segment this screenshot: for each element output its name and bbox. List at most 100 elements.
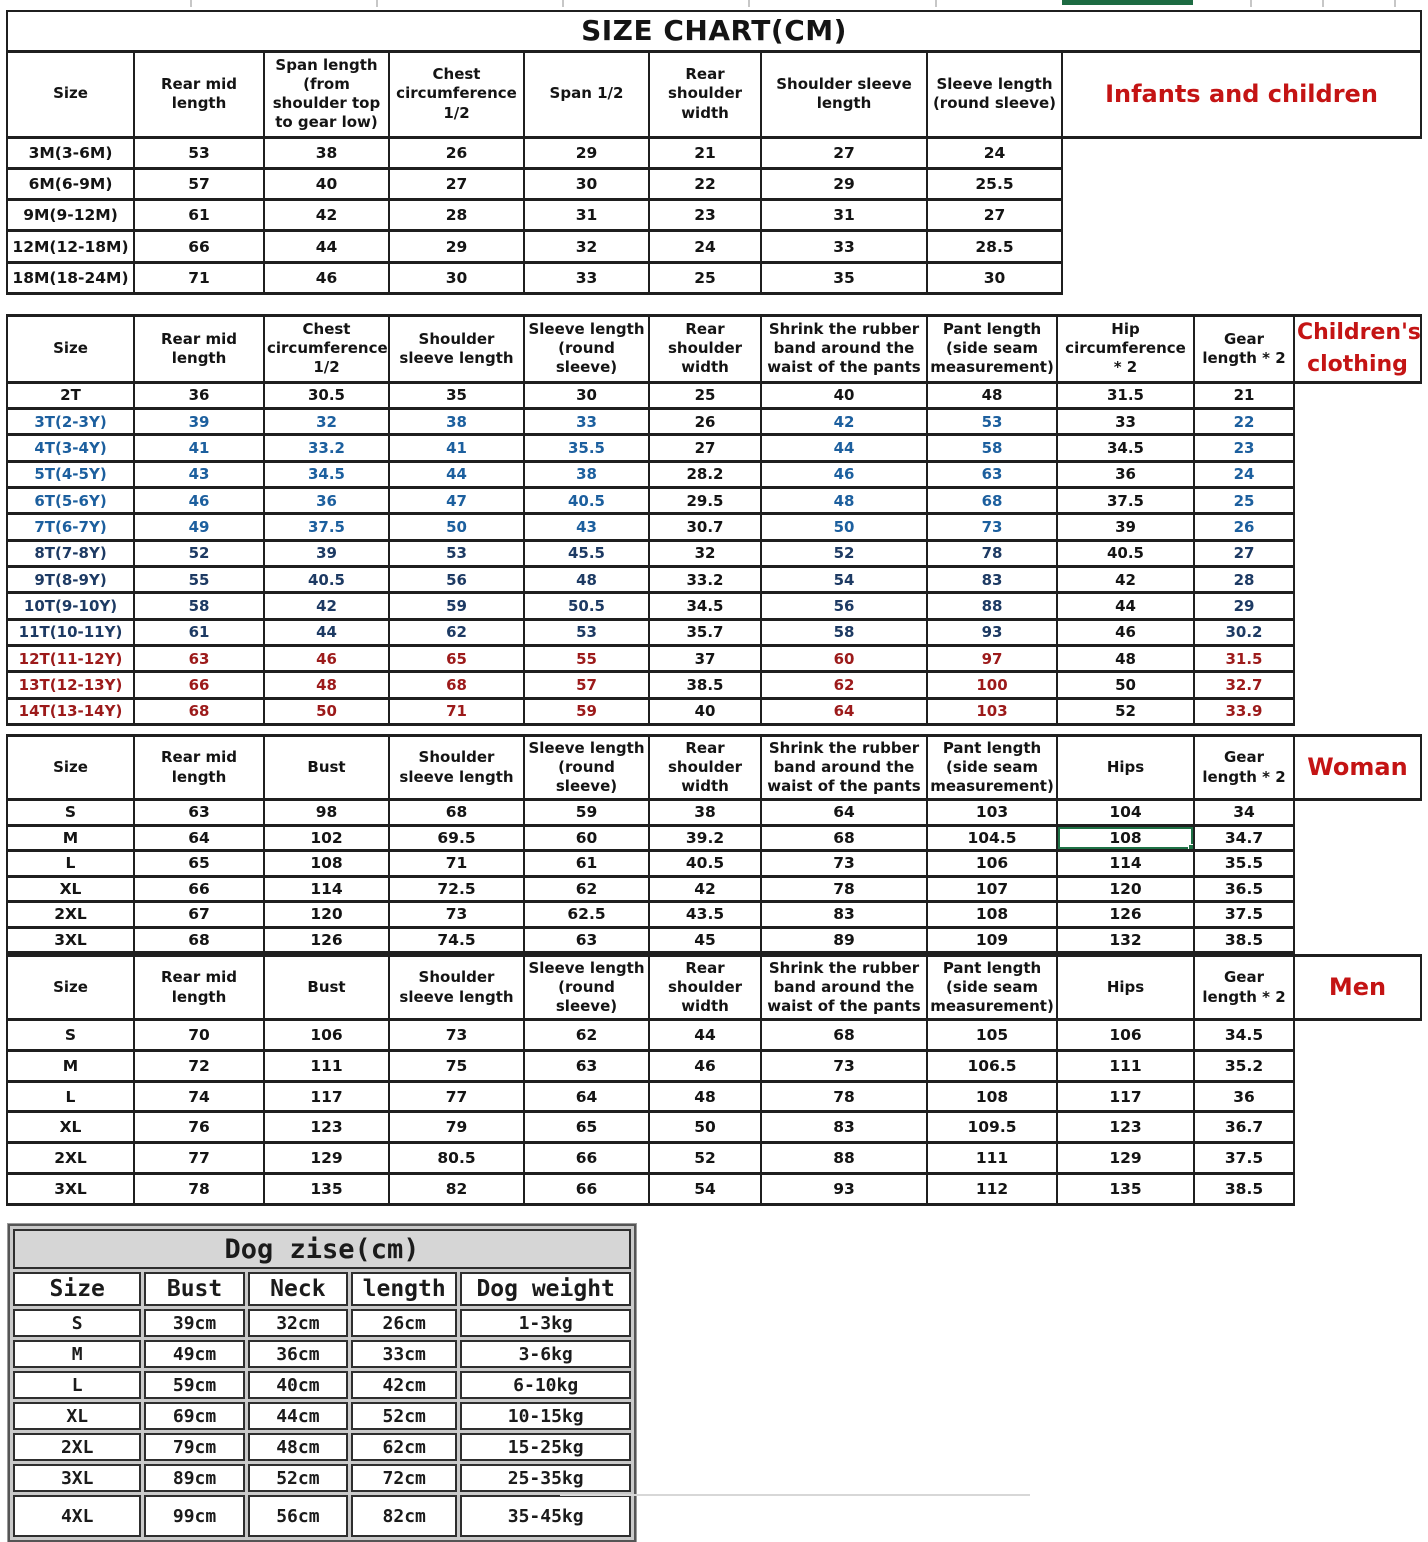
gridline-tick bbox=[935, 0, 937, 7]
value-cell: 59 bbox=[523, 798, 650, 827]
value-cell: 35.5 bbox=[1193, 849, 1295, 878]
value-cell: 78 bbox=[760, 874, 928, 903]
column-header: Size bbox=[6, 49, 135, 139]
value-cell: 25 bbox=[648, 260, 762, 296]
value-cell: 64 bbox=[760, 798, 928, 827]
value-cell: 42cm bbox=[351, 1371, 458, 1399]
value-cell: 21 bbox=[648, 135, 762, 170]
size-cell: 3XL bbox=[13, 1464, 142, 1492]
value-cell: 102 bbox=[263, 823, 390, 852]
value-cell: 61 bbox=[523, 849, 650, 878]
value-cell: 108 bbox=[926, 1079, 1058, 1114]
value-cell: 38.5 bbox=[1193, 1172, 1295, 1206]
value-cell: 132 bbox=[1056, 925, 1195, 954]
value-cell: 28 bbox=[388, 198, 525, 233]
value-cell: 57 bbox=[133, 166, 265, 202]
value-cell: 27 bbox=[1193, 538, 1295, 568]
category-label-children: Children's clothing bbox=[1293, 314, 1422, 384]
value-cell: 106.5 bbox=[926, 1048, 1058, 1083]
value-cell: 27 bbox=[388, 166, 525, 202]
value-cell: 21 bbox=[1193, 380, 1295, 411]
value-cell: 108 bbox=[1056, 823, 1195, 852]
value-cell: 68 bbox=[133, 696, 265, 727]
value-cell: 59 bbox=[388, 591, 525, 621]
infants-table-title: SIZE CHART(CM) bbox=[6, 10, 1422, 53]
size-cell: 5T(4-5Y) bbox=[6, 459, 135, 490]
size-cell: S bbox=[6, 798, 135, 827]
value-cell: 35-45kg bbox=[460, 1495, 631, 1537]
column-header: Size bbox=[6, 314, 135, 384]
column-header: Gear length * 2 bbox=[1193, 954, 1295, 1021]
value-cell: 36.5 bbox=[1193, 874, 1295, 903]
column-header: Gear length * 2 bbox=[1193, 734, 1295, 801]
column-header: Sleeve length (round sleeve) bbox=[523, 954, 650, 1021]
value-cell: 44 bbox=[760, 433, 928, 463]
value-cell: 52 bbox=[1056, 696, 1195, 727]
value-cell: 29 bbox=[760, 166, 928, 202]
size-cell: 9M(9-12M) bbox=[6, 198, 135, 233]
size-cell: 2T bbox=[6, 380, 135, 411]
value-cell: 82cm bbox=[351, 1495, 458, 1537]
value-cell: 44 bbox=[1056, 591, 1195, 621]
value-cell: 3-6kg bbox=[460, 1340, 631, 1368]
value-cell: 35 bbox=[760, 260, 928, 296]
value-cell: 29 bbox=[1193, 591, 1295, 621]
size-cell: M bbox=[6, 823, 135, 852]
value-cell: 33 bbox=[523, 260, 650, 296]
value-cell: 105 bbox=[926, 1018, 1058, 1052]
value-cell: 67 bbox=[133, 900, 265, 929]
value-cell: 56 bbox=[760, 591, 928, 621]
value-cell: 43 bbox=[523, 512, 650, 542]
value-cell: 62 bbox=[760, 670, 928, 700]
value-cell: 37.5 bbox=[263, 512, 390, 542]
column-header: Sleeve length (round sleeve) bbox=[523, 734, 650, 801]
value-cell: 135 bbox=[263, 1172, 390, 1206]
size-cell: 7T(6-7Y) bbox=[6, 512, 135, 542]
dog-table-title: Dog zise(cm) bbox=[13, 1229, 631, 1269]
value-cell: 117 bbox=[1056, 1079, 1195, 1114]
value-cell: 62 bbox=[523, 874, 650, 903]
value-cell: 33cm bbox=[351, 1340, 458, 1368]
value-cell: 27 bbox=[760, 135, 928, 170]
value-cell: 34.5 bbox=[263, 459, 390, 490]
size-cell: 4XL bbox=[13, 1495, 142, 1537]
men-size-table: Size Rear mid length Bust Shoulder sleeve l… bbox=[6, 954, 1422, 1206]
value-cell: 22 bbox=[1193, 407, 1295, 437]
value-cell: 88 bbox=[760, 1141, 928, 1176]
value-cell: 41 bbox=[388, 433, 525, 463]
value-cell: 40.5 bbox=[1056, 538, 1195, 568]
value-cell: 60 bbox=[760, 643, 928, 674]
column-header: Rear mid length bbox=[133, 734, 265, 801]
value-cell: 89 bbox=[760, 925, 928, 954]
value-cell: 68 bbox=[388, 670, 525, 700]
size-chart-sheet: SIZE CHART(CM) Size Rear mid length Span le… bbox=[6, 0, 1422, 1542]
value-cell: 50 bbox=[648, 1110, 762, 1145]
value-cell: 50.5 bbox=[523, 591, 650, 621]
value-cell: 107 bbox=[926, 874, 1058, 903]
value-cell: 44 bbox=[388, 459, 525, 490]
value-cell: 83 bbox=[760, 900, 928, 929]
size-cell: 8T(7-8Y) bbox=[6, 538, 135, 568]
value-cell: 31.5 bbox=[1056, 380, 1195, 411]
value-cell: 25-35kg bbox=[460, 1464, 631, 1492]
column-header: Rear shoulder width bbox=[648, 954, 762, 1021]
value-cell: 77 bbox=[388, 1079, 525, 1114]
size-cell: S bbox=[6, 1018, 135, 1052]
value-cell: 43.5 bbox=[648, 900, 762, 929]
value-cell: 106 bbox=[926, 849, 1058, 878]
column-header: length bbox=[351, 1272, 458, 1306]
value-cell: 73 bbox=[926, 512, 1058, 542]
value-cell: 29 bbox=[388, 229, 525, 264]
value-cell: 31 bbox=[760, 198, 928, 233]
value-cell: 39 bbox=[133, 407, 265, 437]
value-cell: 52cm bbox=[351, 1402, 458, 1430]
value-cell: 36 bbox=[1056, 459, 1195, 490]
value-cell: 24 bbox=[926, 135, 1063, 170]
value-cell: 42 bbox=[1056, 564, 1195, 595]
value-cell: 26 bbox=[388, 135, 525, 170]
column-header: Chest circumference 1/2 bbox=[263, 314, 390, 384]
value-cell: 59cm bbox=[144, 1371, 245, 1399]
value-cell: 42 bbox=[760, 407, 928, 437]
value-cell: 66 bbox=[523, 1141, 650, 1176]
value-cell: 65 bbox=[388, 643, 525, 674]
